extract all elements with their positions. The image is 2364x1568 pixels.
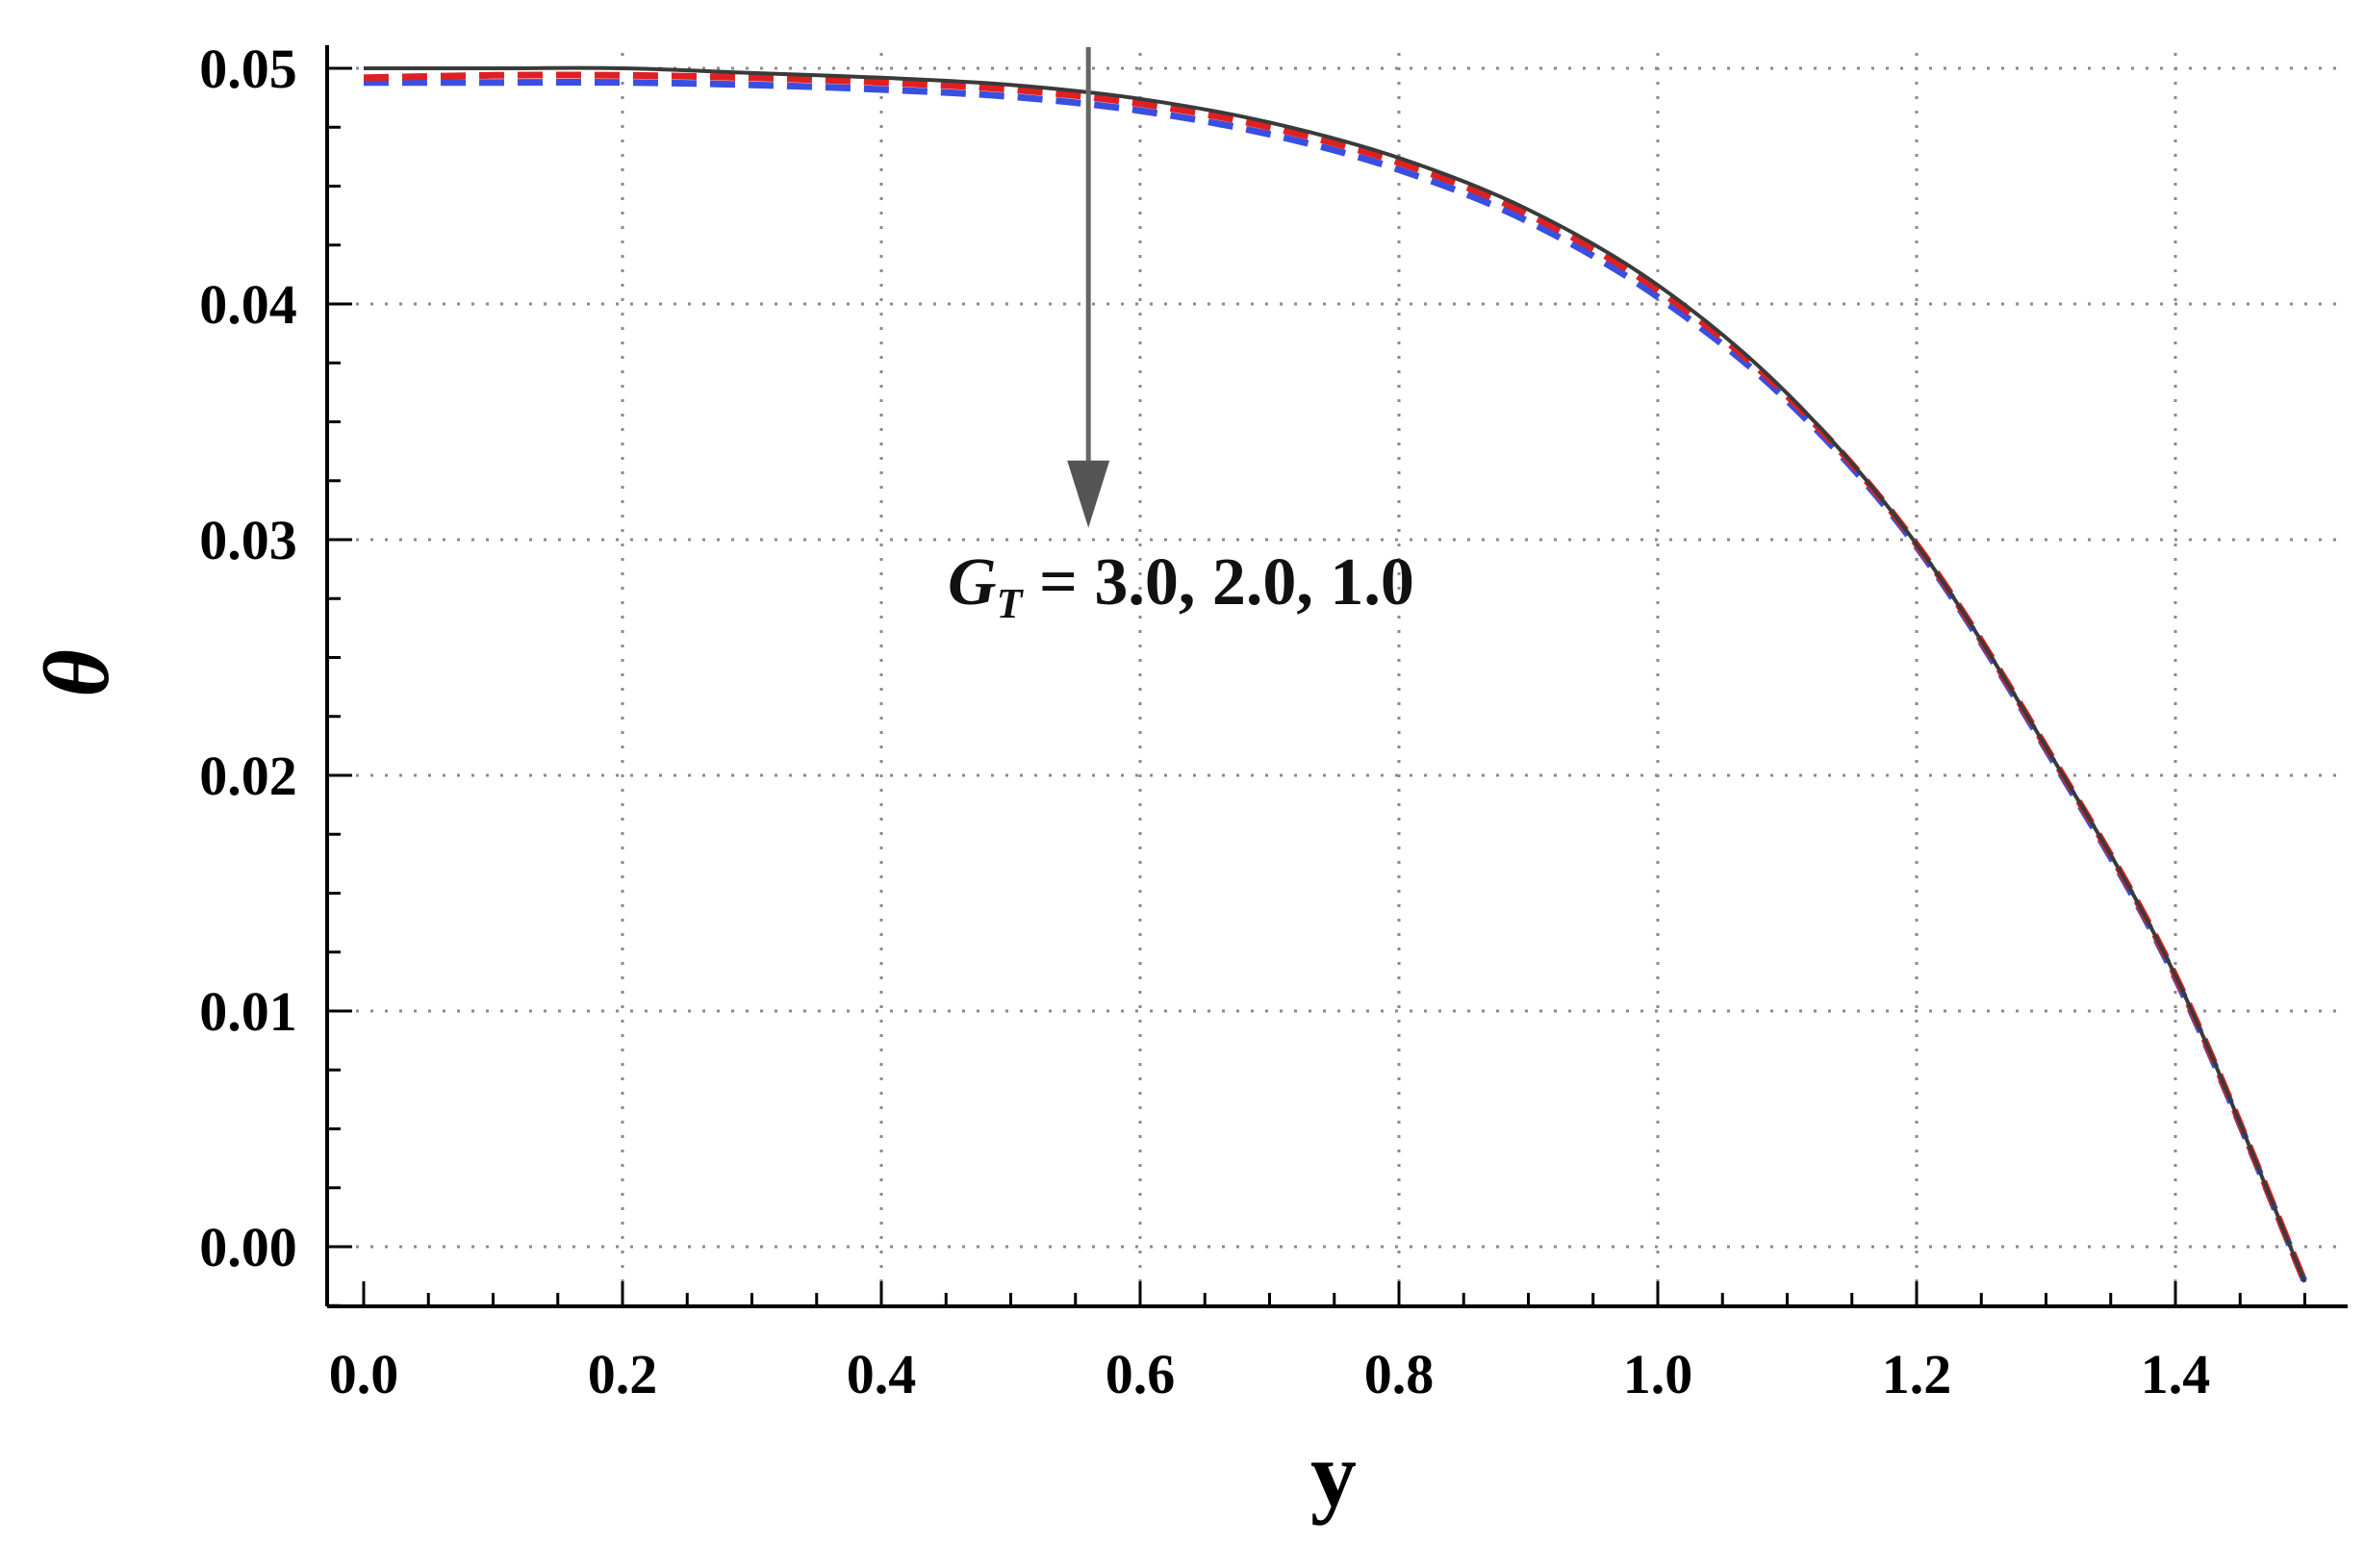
x-tick-label: 0.8 — [1364, 1343, 1435, 1405]
series-line-1 — [363, 71, 2308, 1284]
x-tick-label: 0.2 — [588, 1343, 658, 1405]
y-tick-label: 0.01 — [199, 980, 297, 1043]
x-tick-label: 0.6 — [1106, 1343, 1176, 1405]
y-axis-title: θ — [25, 649, 128, 697]
x-tick-label: 1.0 — [1623, 1343, 1693, 1405]
series-layer — [363, 65, 2308, 1284]
y-tick-label: 0.04 — [199, 273, 297, 336]
annotation: GT = 3.0, 2.0, 1.0 — [948, 46, 1414, 627]
annotation-label: GT = 3.0, 2.0, 1.0 — [948, 545, 1414, 627]
x-tick-label: 1.2 — [1882, 1343, 1952, 1405]
series-line-0 — [364, 65, 2307, 1283]
x-tick-label: 0.4 — [847, 1343, 917, 1405]
axes: 0.0 0.2 0.4 0.6 0.8 1.0 1.2 1.4 0.00 0.01 0.02 0.03… — [199, 38, 2348, 1405]
x-tick-label: 0.0 — [329, 1343, 399, 1405]
y-tick-label: 0.05 — [199, 38, 297, 100]
y-tick-label: 0.02 — [199, 745, 297, 807]
y-tick-label: 0.03 — [199, 509, 297, 571]
grid-lines — [327, 53, 2348, 1306]
x-tick-label: 1.4 — [2141, 1343, 2211, 1405]
annotation-arrowhead — [1067, 460, 1110, 528]
x-axis-title: y — [1310, 1423, 1357, 1526]
series-line-2 — [363, 79, 2308, 1284]
y-tick-label: 0.00 — [199, 1216, 297, 1278]
